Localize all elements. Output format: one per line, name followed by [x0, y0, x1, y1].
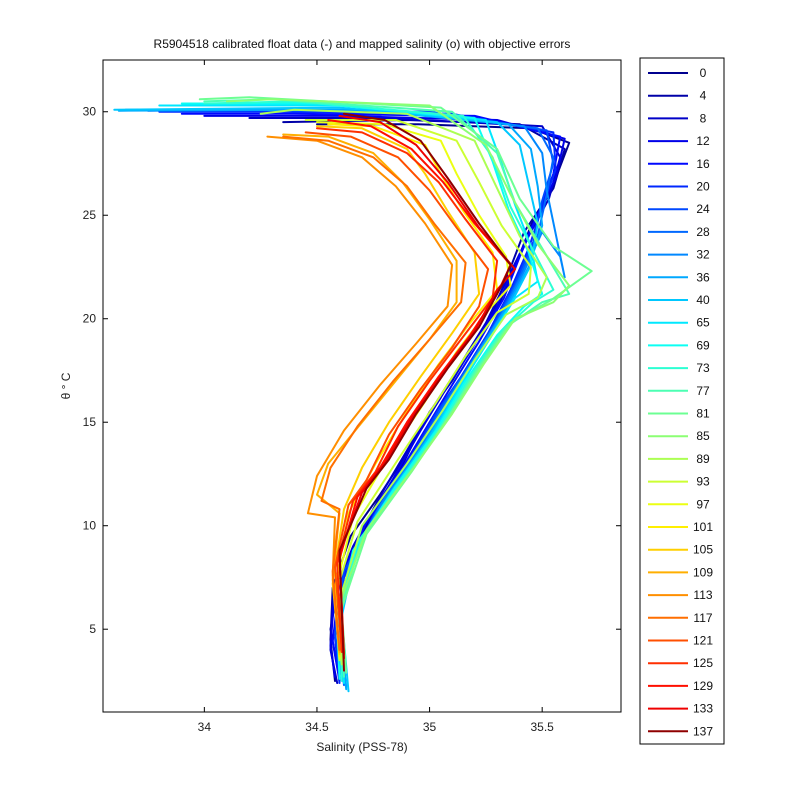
- y-tick-label: 5: [89, 622, 96, 636]
- legend-label-8: 8: [700, 111, 707, 125]
- plot-area: 34 34.5 35 35.5 5 10 15 20 25 30: [83, 59, 622, 734]
- legend-label-16: 16: [696, 157, 710, 171]
- legend-label-77: 77: [696, 384, 710, 398]
- x-tick-label: 34: [198, 720, 212, 734]
- series-line-89: [259, 108, 548, 666]
- legend-label-32: 32: [696, 248, 710, 262]
- legend-label-129: 129: [693, 679, 713, 693]
- series-line-36: [117, 108, 544, 691]
- series-line-117: [282, 135, 467, 651]
- plot-frame: [102, 59, 622, 713]
- chart-title: R5904518 calibrated float data (-) and m…: [154, 37, 571, 51]
- legend-label-81: 81: [696, 407, 710, 421]
- series-line-69: [180, 102, 544, 680]
- x-ticks: 34 34.5 35 35.5: [198, 60, 554, 734]
- legend-label-20: 20: [696, 180, 710, 194]
- legend-label-125: 125: [693, 656, 713, 670]
- series-line-121: [304, 131, 490, 651]
- legend-label-28: 28: [696, 225, 710, 239]
- y-tick-label: 20: [83, 312, 97, 326]
- legend-label-65: 65: [696, 316, 710, 330]
- legend: 0 4 8 12 16 20 24 28 32 36 40 65 69 73 77 81 85 89 93 97 101…: [639, 57, 725, 745]
- legend-label-109: 109: [693, 565, 713, 579]
- legend-label-40: 40: [696, 293, 710, 307]
- series-line-81: [198, 96, 593, 674]
- series-line-12: [203, 114, 566, 678]
- legend-label-69: 69: [696, 338, 710, 352]
- series-line-129: [327, 119, 512, 655]
- series-line-133: [338, 114, 517, 660]
- legend-label-73: 73: [696, 361, 710, 375]
- series-line-137: [338, 112, 512, 672]
- series-line-85: [225, 98, 571, 670]
- legend-label-97: 97: [696, 497, 710, 511]
- legend-label-137: 137: [693, 724, 713, 738]
- x-tick-label: 34.5: [305, 720, 329, 734]
- series-line-40: [113, 106, 539, 693]
- y-axis-label: θ ° C: [59, 372, 73, 399]
- legend-items: 0 4 8 12 16 20 24 28 32 36 40 65 69 73 77 81 85 89 93 97 101…: [648, 66, 713, 738]
- legend-box: [639, 57, 725, 745]
- series-layer: [113, 96, 593, 693]
- legend-label-121: 121: [693, 634, 713, 648]
- x-tick-label: 35: [423, 720, 437, 734]
- series-line-20: [158, 110, 557, 684]
- series-line-65: [158, 104, 539, 684]
- legend-label-12: 12: [696, 134, 710, 148]
- y-tick-label: 10: [83, 519, 97, 533]
- legend-label-113: 113: [693, 588, 712, 602]
- legend-label-0: 0: [700, 66, 707, 80]
- legend-label-4: 4: [700, 89, 707, 103]
- y-tick-label: 25: [83, 208, 97, 222]
- series-line-101: [327, 123, 499, 658]
- y-ticks: 5 10 15 20 25 30: [83, 105, 621, 636]
- legend-label-85: 85: [696, 429, 710, 443]
- legend-label-36: 36: [696, 270, 710, 284]
- y-tick-label: 15: [83, 415, 97, 429]
- legend-label-101: 101: [693, 520, 713, 534]
- legend-label-133: 133: [693, 702, 713, 716]
- y-tick-label: 30: [83, 105, 97, 119]
- x-axis-label: Salinity (PSS-78): [316, 740, 407, 754]
- series-line-24: [147, 108, 555, 680]
- legend-label-93: 93: [696, 475, 710, 489]
- series-line-93: [304, 119, 532, 662]
- legend-label-117: 117: [693, 611, 712, 625]
- legend-label-24: 24: [696, 202, 710, 216]
- series-line-105: [316, 125, 481, 655]
- legend-label-105: 105: [693, 543, 713, 557]
- series-line-113: [266, 135, 454, 651]
- legend-label-89: 89: [696, 452, 710, 466]
- x-tick-label: 35.5: [530, 720, 554, 734]
